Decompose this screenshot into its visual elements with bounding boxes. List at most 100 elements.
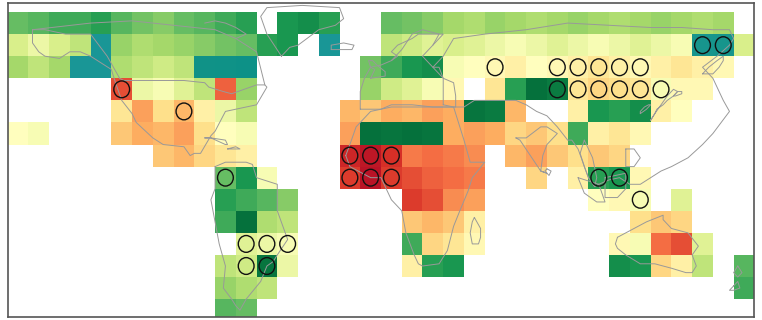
Bar (91, 34, 111, 56)
Bar (215, 78, 235, 100)
Bar (568, 12, 588, 34)
Bar (609, 255, 630, 277)
Bar (298, 12, 319, 34)
Bar (588, 167, 609, 189)
Bar (70, 34, 91, 56)
Bar (402, 233, 422, 255)
Bar (651, 12, 671, 34)
Bar (257, 255, 277, 277)
Bar (111, 56, 132, 78)
Bar (443, 145, 464, 167)
Bar (215, 123, 235, 145)
Bar (609, 167, 630, 189)
Bar (568, 100, 588, 123)
Bar (630, 78, 651, 100)
Bar (402, 233, 422, 255)
Bar (132, 78, 153, 100)
Bar (70, 56, 91, 78)
Bar (402, 255, 422, 277)
Bar (464, 145, 485, 167)
Bar (153, 123, 174, 145)
Bar (588, 189, 609, 211)
Bar (692, 12, 713, 34)
Bar (340, 100, 360, 123)
Bar (527, 12, 547, 34)
Bar (402, 123, 422, 145)
Bar (422, 167, 443, 189)
Bar (443, 167, 464, 189)
Bar (381, 145, 402, 167)
Bar (381, 167, 402, 189)
Bar (485, 78, 505, 100)
Bar (464, 34, 485, 56)
Bar (215, 100, 235, 123)
Bar (402, 123, 422, 145)
Bar (277, 34, 298, 56)
Bar (671, 233, 692, 255)
Bar (174, 78, 194, 100)
Bar (402, 145, 422, 167)
Bar (132, 123, 153, 145)
Bar (422, 211, 443, 233)
Bar (547, 56, 568, 78)
Bar (132, 100, 153, 123)
Bar (422, 123, 443, 145)
Bar (630, 34, 651, 56)
Bar (215, 277, 235, 299)
Bar (443, 34, 464, 56)
Bar (91, 56, 111, 78)
Bar (609, 167, 630, 189)
Bar (132, 78, 153, 100)
Bar (402, 100, 422, 123)
Bar (422, 56, 443, 78)
Bar (713, 34, 734, 56)
Bar (70, 12, 91, 34)
Bar (443, 123, 464, 145)
Bar (235, 189, 257, 211)
Bar (8, 56, 28, 78)
Bar (671, 56, 692, 78)
Bar (194, 78, 215, 100)
Bar (464, 211, 485, 233)
Bar (609, 78, 630, 100)
Bar (277, 12, 298, 34)
Bar (174, 123, 194, 145)
Bar (651, 100, 671, 123)
Bar (422, 255, 443, 277)
Bar (630, 255, 651, 277)
Bar (422, 233, 443, 255)
Bar (381, 123, 402, 145)
Bar (609, 100, 630, 123)
Bar (194, 56, 215, 78)
Bar (360, 123, 381, 145)
Bar (630, 167, 651, 189)
Bar (630, 211, 651, 233)
Bar (49, 12, 70, 34)
Bar (257, 255, 277, 277)
Bar (547, 12, 568, 34)
Bar (505, 145, 527, 167)
Bar (402, 211, 422, 233)
Bar (505, 123, 527, 145)
Bar (8, 34, 28, 56)
Bar (194, 123, 215, 145)
Bar (381, 56, 402, 78)
Bar (464, 100, 485, 123)
Bar (402, 56, 422, 78)
Bar (692, 255, 713, 277)
Bar (235, 56, 257, 78)
Bar (215, 255, 235, 277)
Bar (235, 299, 257, 320)
Bar (257, 189, 277, 211)
Bar (422, 100, 443, 123)
Bar (360, 78, 381, 100)
Bar (609, 255, 630, 277)
Bar (235, 145, 257, 167)
Bar (443, 211, 464, 233)
Bar (671, 100, 692, 123)
Bar (609, 78, 630, 100)
Bar (630, 123, 651, 145)
Bar (464, 12, 485, 34)
Bar (630, 100, 651, 123)
Bar (235, 78, 257, 100)
